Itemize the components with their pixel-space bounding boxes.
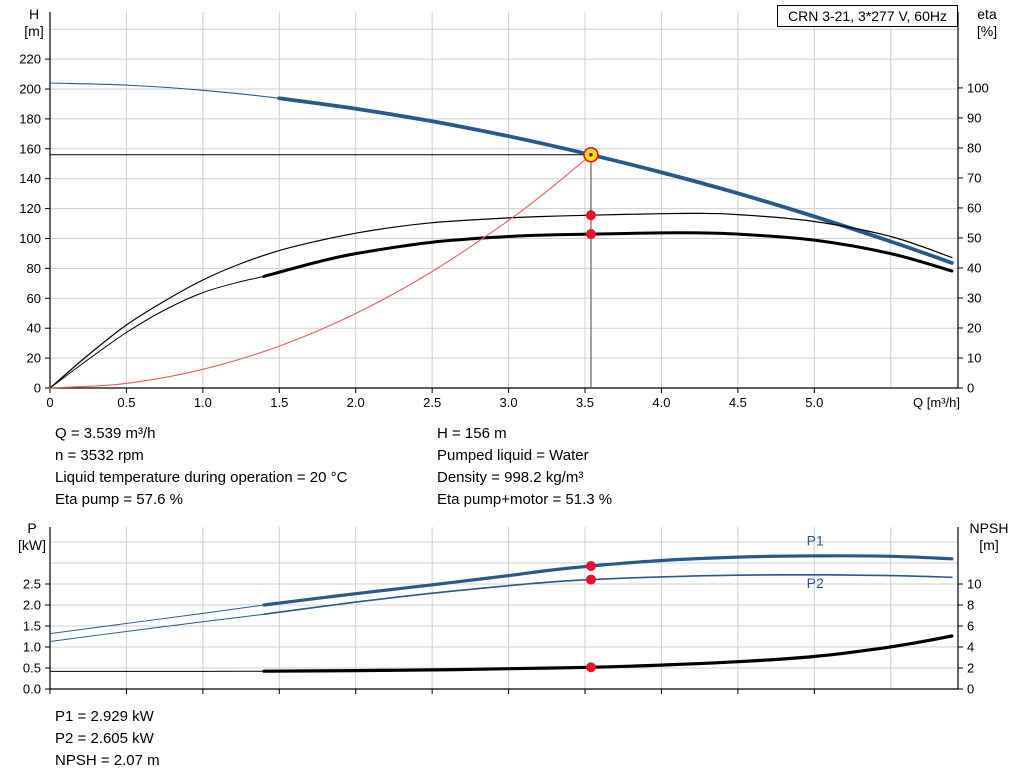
y-tick-label-left: 1.5 — [23, 618, 41, 633]
text-line: Eta pump = 57.6 % — [55, 491, 183, 508]
y-tick-label-left: 2.0 — [23, 597, 41, 612]
text-line: P2 = 2.605 kW — [55, 730, 154, 747]
eta-pump-motor-point-marker — [585, 229, 596, 240]
text-line: [%] — [976, 23, 998, 39]
eta-pump-curve — [49, 212, 953, 389]
text-line: [m] — [979, 537, 999, 553]
eta-axis-label: eta [%] — [964, 6, 1010, 40]
y-tick-label-right: 70 — [967, 170, 981, 185]
text-line: Liquid temperature during operation = 20… — [55, 469, 348, 486]
x-tick-label: 2.5 — [423, 395, 441, 410]
duty-point-marker-center — [589, 152, 593, 157]
y-tick-label-right: 20 — [967, 320, 981, 335]
y-tick-label-left: 140 — [19, 171, 41, 186]
x-tick-label: 3.0 — [500, 395, 518, 410]
text-line: Q = 3.539 m³/h — [55, 425, 156, 442]
y-tick-label-right: 6 — [967, 619, 974, 634]
y-tick-label-right: 60 — [967, 200, 981, 215]
p1-curve — [262, 554, 954, 607]
y-tick-label-left: 40 — [27, 321, 41, 336]
text-line: [kW] — [18, 537, 46, 553]
text-line: P — [27, 520, 37, 536]
y-tick-label-left: 180 — [19, 111, 41, 126]
p2-curve-label: P2 — [807, 575, 824, 591]
pump-title-box: CRN 3-21, 3*277 V, 60Hz — [776, 5, 958, 27]
text-line: Pumped liquid = Water — [437, 447, 589, 464]
x-tick-label: 0 — [46, 395, 53, 410]
p1-curve-label: P1 — [807, 532, 824, 548]
duty-info-left: Q = 3.539 m³/h n = 3532 rpm Liquid tempera… — [55, 423, 347, 511]
y-tick-label-left: 80 — [27, 261, 41, 276]
npsh-curve-thin — [50, 635, 952, 672]
y-tick-label-left: 2.5 — [23, 576, 41, 591]
x-tick-label: 5.0 — [805, 395, 823, 410]
y-tick-label-left: 1.0 — [23, 639, 41, 654]
x-tick-label: 1.0 — [194, 395, 212, 410]
lower-chart-canvas: 0.0 0.5 1.0 1.5 2.0 2.5 0 2 4 6 8 10 P1 P2 — [23, 527, 981, 697]
y-tick-label-right: 90 — [967, 110, 981, 125]
y-tick-label-left: 0 — [34, 381, 41, 396]
y-tick-label-right: 2 — [967, 661, 974, 676]
x-tick-label: 4.0 — [652, 395, 670, 410]
x-axis-unit-label: Q [m³/h] — [913, 395, 960, 410]
x-tick-label: 3.5 — [576, 395, 594, 410]
npsh-curve — [262, 634, 954, 673]
text-line: P1 = 2.929 kW — [55, 708, 154, 725]
y-tick-label-left: 0.5 — [23, 660, 41, 675]
y-tick-label-right: 4 — [967, 640, 974, 655]
p2-point-marker — [585, 574, 596, 585]
text-line: eta — [977, 6, 997, 22]
p2-curve — [263, 573, 953, 615]
y-tick-label-right: 10 — [967, 350, 981, 365]
text-line: NPSH = 2.07 m — [55, 752, 160, 769]
y-tick-label-left: 200 — [19, 81, 41, 96]
y-tick-label-right: 30 — [967, 290, 981, 305]
p1-point-marker — [585, 560, 596, 571]
y-tick-label-right: 50 — [967, 230, 981, 245]
x-tick-label: 1.5 — [270, 395, 288, 410]
y-tick-label-left: 60 — [27, 291, 41, 306]
y-tick-label-right: 0 — [967, 381, 974, 396]
power-axis-label: P [kW] — [10, 520, 54, 554]
text-line: H = 156 m — [437, 425, 507, 442]
y-tick-label-left: 20 — [27, 351, 41, 366]
y-tick-label-right: 8 — [967, 598, 974, 613]
p1-curve-thin — [49, 555, 952, 635]
npsh-axis-label: NPSH [m] — [958, 520, 1020, 554]
x-tick-label: 2.0 — [347, 395, 365, 410]
text-line: NPSH — [969, 520, 1009, 536]
text-line: n = 3532 rpm — [55, 447, 144, 464]
npsh-point-marker — [585, 662, 596, 673]
y-tick-label-left: 220 — [19, 52, 41, 67]
power-info: P1 = 2.929 kW P2 = 2.605 kW NPSH = 2.07 m — [55, 706, 160, 772]
eta-pump-point-marker — [585, 210, 596, 221]
eta-pump-motor-curve — [262, 231, 954, 278]
y-tick-label-left: 0.0 — [23, 682, 41, 697]
text-line: H — [28, 6, 40, 22]
eta-pump-motor-curve-thin — [49, 232, 953, 389]
y-tick-label-right: 40 — [967, 260, 981, 275]
x-tick-label: 4.5 — [729, 395, 747, 410]
text-line: [m] — [24, 23, 44, 39]
y-tick-label-right: 0 — [967, 682, 974, 697]
duty-info-right: H = 156 m Pumped liquid = Water Density = … — [437, 423, 612, 511]
upper-chart-canvas: 0 0.5 1.0 1.5 2.0 2.5 3.0 3.5 4.0 4.5 5.0 0 20 40 60 80… — [19, 12, 989, 410]
text-line: Eta pump+motor = 51.3 % — [437, 491, 613, 508]
y-tick-label-left: 100 — [19, 231, 41, 246]
y-tick-label-right: 100 — [967, 80, 989, 95]
y-tick-label-right: 80 — [967, 140, 981, 155]
y-tick-label-left: 120 — [19, 201, 41, 216]
y-tick-label-left: 160 — [19, 141, 41, 156]
head-axis-label: H [m] — [14, 6, 54, 40]
head-curve — [277, 96, 954, 265]
system-curve — [49, 154, 592, 389]
y-tick-label-right: 10 — [967, 577, 981, 592]
text-line: Density = 998.2 kg/m³ — [437, 469, 584, 486]
x-tick-label: 0.5 — [117, 395, 135, 410]
